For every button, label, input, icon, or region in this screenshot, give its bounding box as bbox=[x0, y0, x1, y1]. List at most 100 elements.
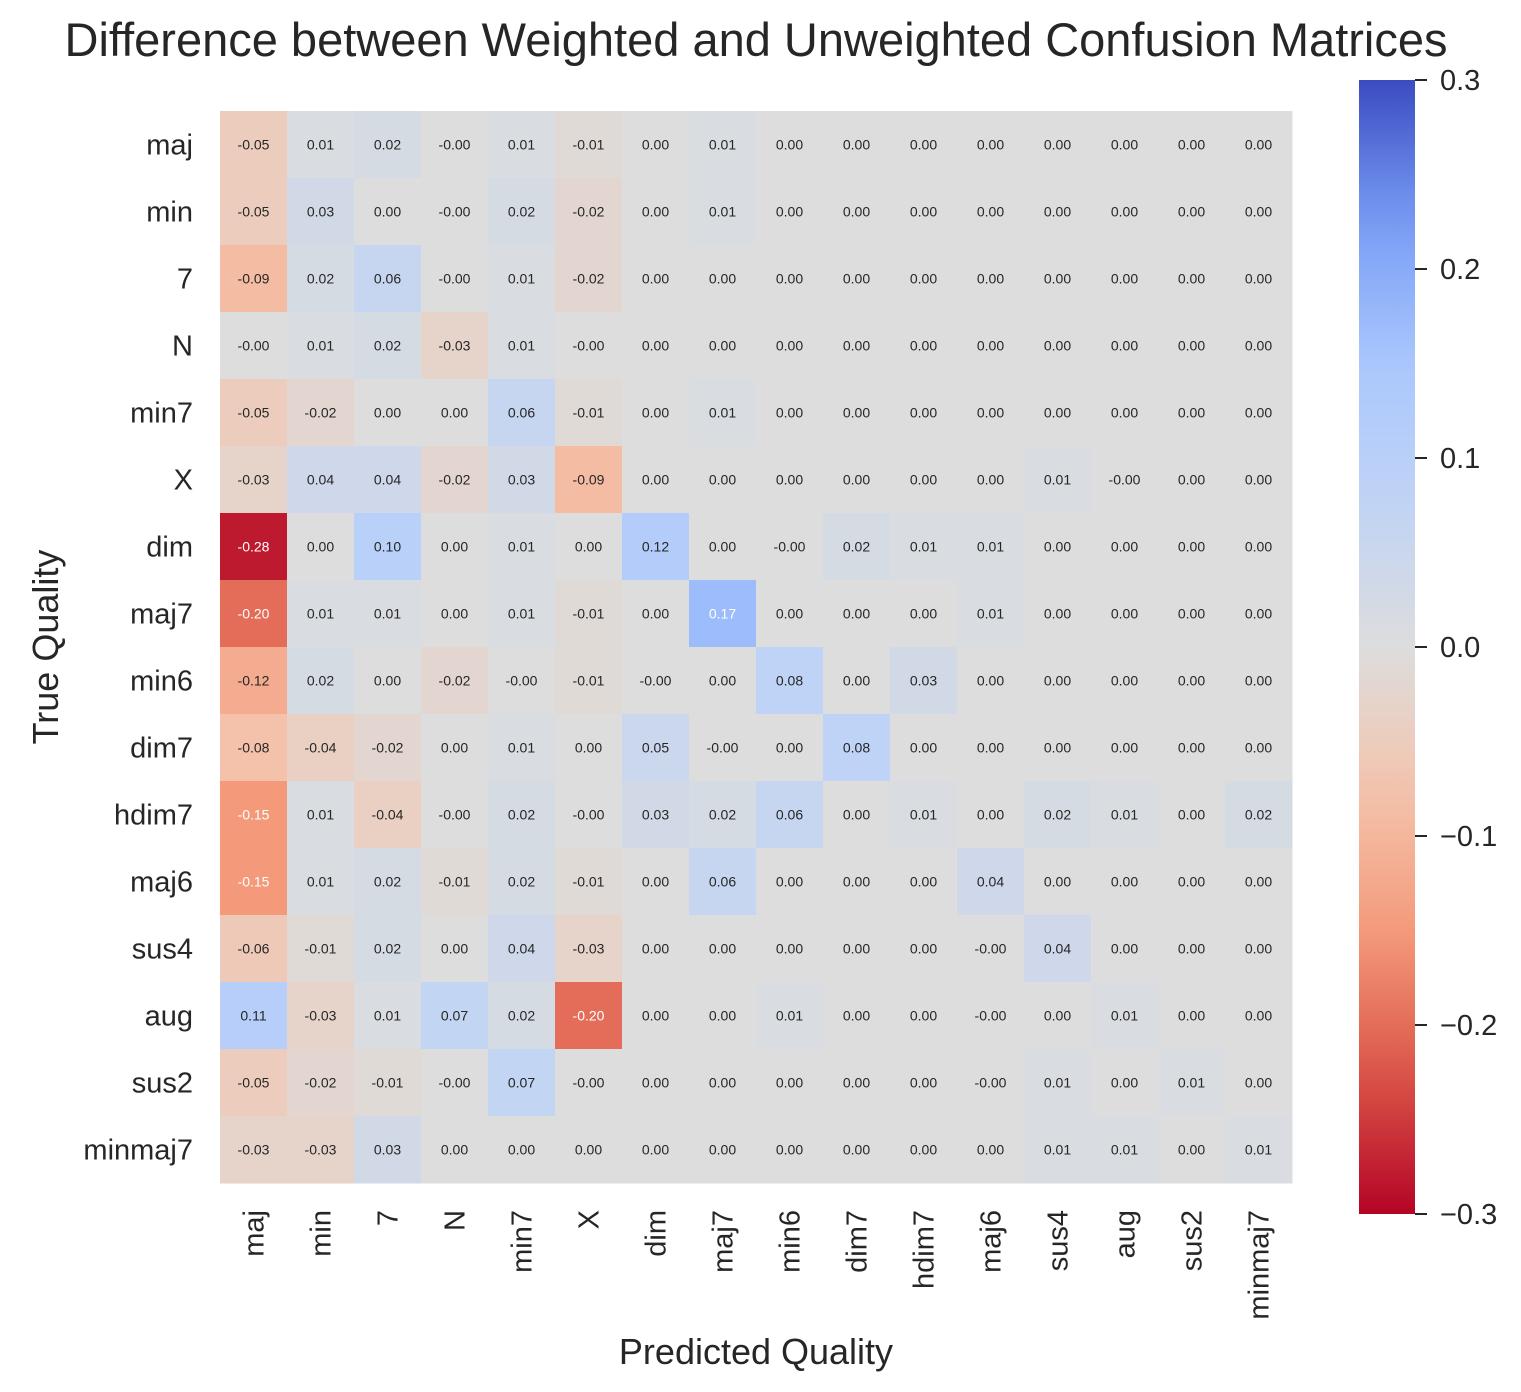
x-tick-label: sus2 bbox=[1177, 1210, 1209, 1271]
cell-value-label: 0.00 bbox=[977, 271, 1004, 287]
cell-value-label: 0.00 bbox=[776, 740, 803, 756]
heatmap-cell bbox=[220, 714, 288, 782]
cell-value-label: 0.00 bbox=[910, 1075, 937, 1091]
cell-value-label: 0.00 bbox=[642, 874, 669, 890]
heatmap-cell bbox=[1225, 714, 1293, 782]
cell-value-label: 0.01 bbox=[709, 405, 736, 421]
cell-value-label: 0.00 bbox=[1178, 874, 1205, 890]
heatmap-cell bbox=[957, 446, 1025, 514]
heatmap-cell bbox=[1225, 312, 1293, 380]
cell-value-label: 0.01 bbox=[776, 1008, 803, 1024]
heatmap-cell bbox=[220, 580, 288, 648]
heatmap-cell bbox=[1158, 580, 1226, 648]
cell-value-label: -0.00 bbox=[439, 271, 471, 287]
heatmap-cell bbox=[1091, 714, 1159, 782]
x-tick-label: aug bbox=[1110, 1210, 1142, 1258]
cell-value-label: 0.04 bbox=[374, 472, 401, 488]
heatmap-cell bbox=[220, 781, 288, 849]
heatmap-cell bbox=[890, 178, 958, 246]
cell-value-label: 0.02 bbox=[709, 807, 736, 823]
cell-value-label: 0.01 bbox=[1178, 1075, 1205, 1091]
heatmap-cell bbox=[1158, 245, 1226, 313]
heatmap-cell bbox=[823, 379, 891, 447]
heatmap-cell bbox=[957, 848, 1025, 916]
cell-value-label: 0.02 bbox=[374, 941, 401, 957]
cell-value-label: 0.00 bbox=[1111, 1075, 1138, 1091]
cell-value-label: 0.00 bbox=[709, 338, 736, 354]
x-tick-label: sus4 bbox=[1043, 1210, 1075, 1271]
heatmap-cell bbox=[957, 915, 1025, 983]
cell-value-label: 0.00 bbox=[776, 1075, 803, 1091]
cell-value-label: 0.00 bbox=[1111, 874, 1138, 890]
cell-value-label: 0.00 bbox=[508, 1142, 535, 1158]
heatmap-cell bbox=[1225, 580, 1293, 648]
heatmap-cell bbox=[1225, 178, 1293, 246]
colorbar-ticks: 0.3 0.2 0.1 0.0 −0.1 −0.2 −0.3 bbox=[1415, 65, 1497, 1231]
x-tick-label: X bbox=[574, 1210, 606, 1229]
cell-value-label: 0.00 bbox=[1245, 941, 1272, 957]
cell-value-label: 0.00 bbox=[575, 539, 602, 555]
heatmap-cell bbox=[488, 111, 556, 179]
cell-value-label: 0.00 bbox=[843, 137, 870, 153]
cell-value-label: 0.00 bbox=[843, 941, 870, 957]
cell-value-label: 0.02 bbox=[508, 204, 535, 220]
heatmap-cell bbox=[1024, 513, 1092, 581]
heatmap-cell bbox=[890, 446, 958, 514]
cell-value-label: 0.00 bbox=[709, 271, 736, 287]
cell-value-label: 0.03 bbox=[374, 1142, 401, 1158]
cell-value-label: 0.03 bbox=[642, 807, 669, 823]
y-tick-label: maj6 bbox=[130, 867, 193, 899]
heatmap-cell bbox=[957, 982, 1025, 1050]
heatmap-cell bbox=[555, 513, 623, 581]
cell-value-label: 0.00 bbox=[776, 472, 803, 488]
cell-value-label: 0.00 bbox=[910, 271, 937, 287]
cell-value-label: -0.01 bbox=[439, 874, 471, 890]
cell-value-label: 0.00 bbox=[709, 1075, 736, 1091]
cell-value-label: 0.00 bbox=[1044, 539, 1071, 555]
cell-value-label: 0.01 bbox=[508, 271, 535, 287]
heatmap-cell bbox=[555, 245, 623, 313]
heatmap-cell bbox=[1225, 446, 1293, 514]
cell-value-label: 0.00 bbox=[1245, 1008, 1272, 1024]
heatmap-cell bbox=[555, 379, 623, 447]
cell-value-label: 0.00 bbox=[441, 740, 468, 756]
x-tick-label: min7 bbox=[507, 1210, 539, 1273]
heatmap-cell bbox=[957, 312, 1025, 380]
cell-value-label: 0.01 bbox=[374, 606, 401, 622]
cell-value-label: -0.01 bbox=[573, 874, 605, 890]
heatmap-cell bbox=[756, 580, 824, 648]
heatmap-cell bbox=[555, 1116, 623, 1184]
heatmap-cell bbox=[220, 178, 288, 246]
cell-value-label: 0.00 bbox=[843, 204, 870, 220]
heatmap-cell bbox=[756, 245, 824, 313]
heatmap-cell bbox=[622, 312, 690, 380]
cell-value-label: 0.00 bbox=[1111, 539, 1138, 555]
heatmap-cell bbox=[1091, 781, 1159, 849]
cell-value-label: 0.01 bbox=[374, 1008, 401, 1024]
heatmap-cell bbox=[1024, 580, 1092, 648]
heatmap-cell bbox=[622, 982, 690, 1050]
heatmap-cell bbox=[287, 1116, 355, 1184]
heatmap-cell bbox=[555, 312, 623, 380]
heatmap-cell bbox=[555, 848, 623, 916]
cell-value-label: -0.20 bbox=[238, 606, 270, 622]
heatmap-cell bbox=[555, 982, 623, 1050]
cell-value-label: 0.04 bbox=[977, 874, 1004, 890]
heatmap-cell bbox=[823, 111, 891, 179]
heatmap-cell bbox=[756, 647, 824, 715]
cell-value-label: 0.00 bbox=[1245, 740, 1272, 756]
heatmap-cell bbox=[890, 848, 958, 916]
cell-value-label: 0.02 bbox=[508, 1008, 535, 1024]
cell-value-label: 0.00 bbox=[1178, 1008, 1205, 1024]
cell-value-label: 0.01 bbox=[508, 740, 535, 756]
heatmap-cell bbox=[287, 446, 355, 514]
cell-value-label: 0.02 bbox=[307, 271, 334, 287]
heatmap-cell bbox=[622, 714, 690, 782]
heatmap-cell bbox=[957, 178, 1025, 246]
x-tick-label: maj6 bbox=[976, 1210, 1008, 1273]
cell-value-label: 0.03 bbox=[910, 673, 937, 689]
cell-value-label: 0.02 bbox=[374, 137, 401, 153]
heatmap-cell bbox=[287, 714, 355, 782]
cell-value-label: 0.01 bbox=[508, 137, 535, 153]
cell-value-label: -0.02 bbox=[372, 740, 404, 756]
